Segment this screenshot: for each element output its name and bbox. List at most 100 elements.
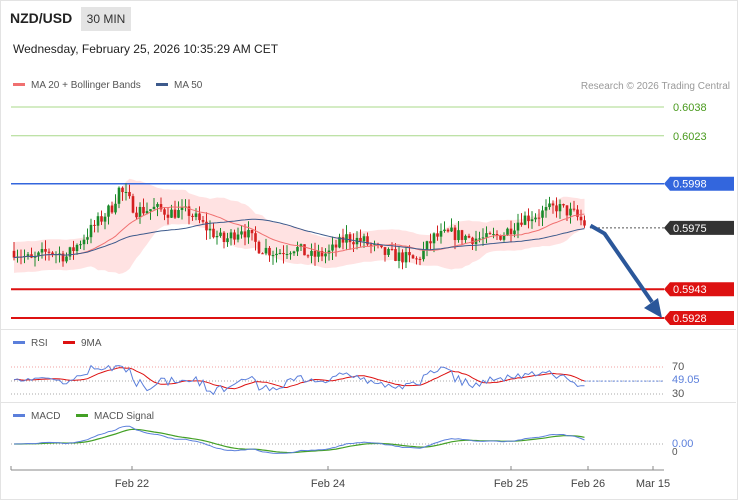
- candle-body: [331, 244, 334, 251]
- candle-body: [44, 249, 47, 252]
- candle-body: [100, 216, 103, 222]
- candle-body: [177, 209, 180, 218]
- candle-body: [40, 249, 44, 253]
- legend-macd-signal-label: MACD Signal: [94, 411, 155, 422]
- x-tick-feb24: Feb 24: [310, 478, 346, 490]
- candle-body: [583, 220, 586, 226]
- candle-body: [523, 215, 527, 225]
- rsi-line: [13, 364, 585, 396]
- candle-body: [327, 250, 331, 254]
- candle-body: [114, 203, 117, 213]
- candle-body: [565, 205, 569, 216]
- candle-body: [509, 228, 513, 235]
- candle-body: [460, 230, 464, 240]
- candle-body: [180, 207, 184, 210]
- level-label-0: 0.6038: [673, 102, 707, 114]
- candle-body: [198, 213, 201, 221]
- candle-body: [492, 234, 495, 236]
- candle-body: [488, 233, 492, 235]
- candle-body: [47, 251, 51, 253]
- candle-body: [317, 251, 320, 257]
- candle-body: [236, 234, 240, 240]
- candle-body: [201, 220, 205, 222]
- candle-body: [166, 214, 170, 218]
- macd-separator: [0, 402, 736, 403]
- candle-body: [569, 208, 572, 216]
- candle-body: [30, 254, 33, 258]
- candle-body: [264, 247, 268, 254]
- legend-ma50-label: MA 50: [174, 80, 203, 91]
- bollinger-band: [14, 178, 585, 274]
- timeframe-badge[interactable]: 30 MIN: [81, 7, 131, 31]
- x-tick-feb26: Feb 26: [570, 478, 606, 490]
- candle-body: [467, 235, 471, 238]
- candle-body: [502, 235, 506, 240]
- candle-body: [12, 250, 16, 258]
- ma20-line: [13, 206, 585, 259]
- ma50-line: [13, 218, 585, 259]
- candle-body: [380, 245, 383, 248]
- level-label-1: 0.6023: [673, 131, 707, 143]
- candle-body: [26, 254, 30, 257]
- credit-text: Research © 2026 Trading Central: [580, 81, 730, 92]
- candle-body: [576, 209, 579, 217]
- candle-body: [89, 224, 93, 238]
- candle-body: [86, 237, 89, 240]
- candle-body: [338, 237, 341, 248]
- candle-body: [229, 232, 233, 239]
- candle-body: [324, 253, 327, 257]
- candle-body: [96, 216, 100, 226]
- level-label-5: 0.5928: [673, 313, 707, 325]
- candle-body: [310, 250, 313, 256]
- candle-body: [51, 252, 54, 255]
- rsi-ma-swatch: [63, 340, 75, 344]
- level-label-3: 0.5975: [673, 223, 707, 235]
- candle-body: [369, 244, 373, 246]
- candle-body: [478, 238, 481, 240]
- candle-body: [257, 241, 261, 254]
- rsi-separator: [0, 329, 736, 330]
- candle-body: [457, 230, 460, 241]
- candle-body: [75, 244, 79, 252]
- candle-body: [156, 204, 159, 207]
- candle-body: [443, 229, 446, 231]
- candle-body: [383, 247, 387, 255]
- candle-body: [219, 232, 222, 236]
- legend-rsi-ma-label: 9MA: [81, 338, 102, 349]
- legend-macd-signal: MACD Signal: [76, 411, 154, 422]
- candle-body: [278, 253, 282, 255]
- legend-macd: MACD: [13, 411, 60, 422]
- rsi-level-70: 70: [672, 361, 685, 373]
- candle-body: [429, 241, 432, 244]
- candle-body: [541, 210, 544, 218]
- candle-body: [131, 196, 135, 213]
- candle-body: [222, 232, 226, 242]
- candle-body: [520, 222, 523, 225]
- legend-ma20: MA 20 + Bollinger Bands: [13, 80, 141, 91]
- candle-body: [394, 249, 397, 261]
- candle-body: [415, 258, 418, 260]
- candle-body: [320, 251, 324, 257]
- candle-body: [499, 235, 502, 240]
- legend-macd-label: MACD: [31, 411, 61, 422]
- candle-body: [187, 206, 191, 216]
- candle-body: [159, 204, 163, 210]
- candle-body: [93, 224, 96, 226]
- forecast-arrowhead: [644, 298, 662, 318]
- legend-ma20-label: MA 20 + Bollinger Bands: [31, 80, 141, 91]
- candle-body: [226, 238, 229, 242]
- candle-body: [408, 252, 411, 256]
- candle-body: [103, 216, 107, 222]
- candle-body: [152, 206, 156, 210]
- candle-body: [292, 251, 296, 254]
- forecast-arrow: [589, 223, 654, 304]
- candle-body: [163, 209, 166, 215]
- candle-body: [208, 228, 212, 231]
- rsi-level-30: 30: [672, 388, 685, 400]
- macd-value: 0.00: [672, 438, 694, 450]
- candle-body: [145, 211, 149, 214]
- macd-signal-swatch: [76, 413, 88, 417]
- candle-body: [366, 236, 369, 245]
- macd-swatch: [13, 413, 25, 417]
- rsi-value: 49.05: [672, 374, 700, 386]
